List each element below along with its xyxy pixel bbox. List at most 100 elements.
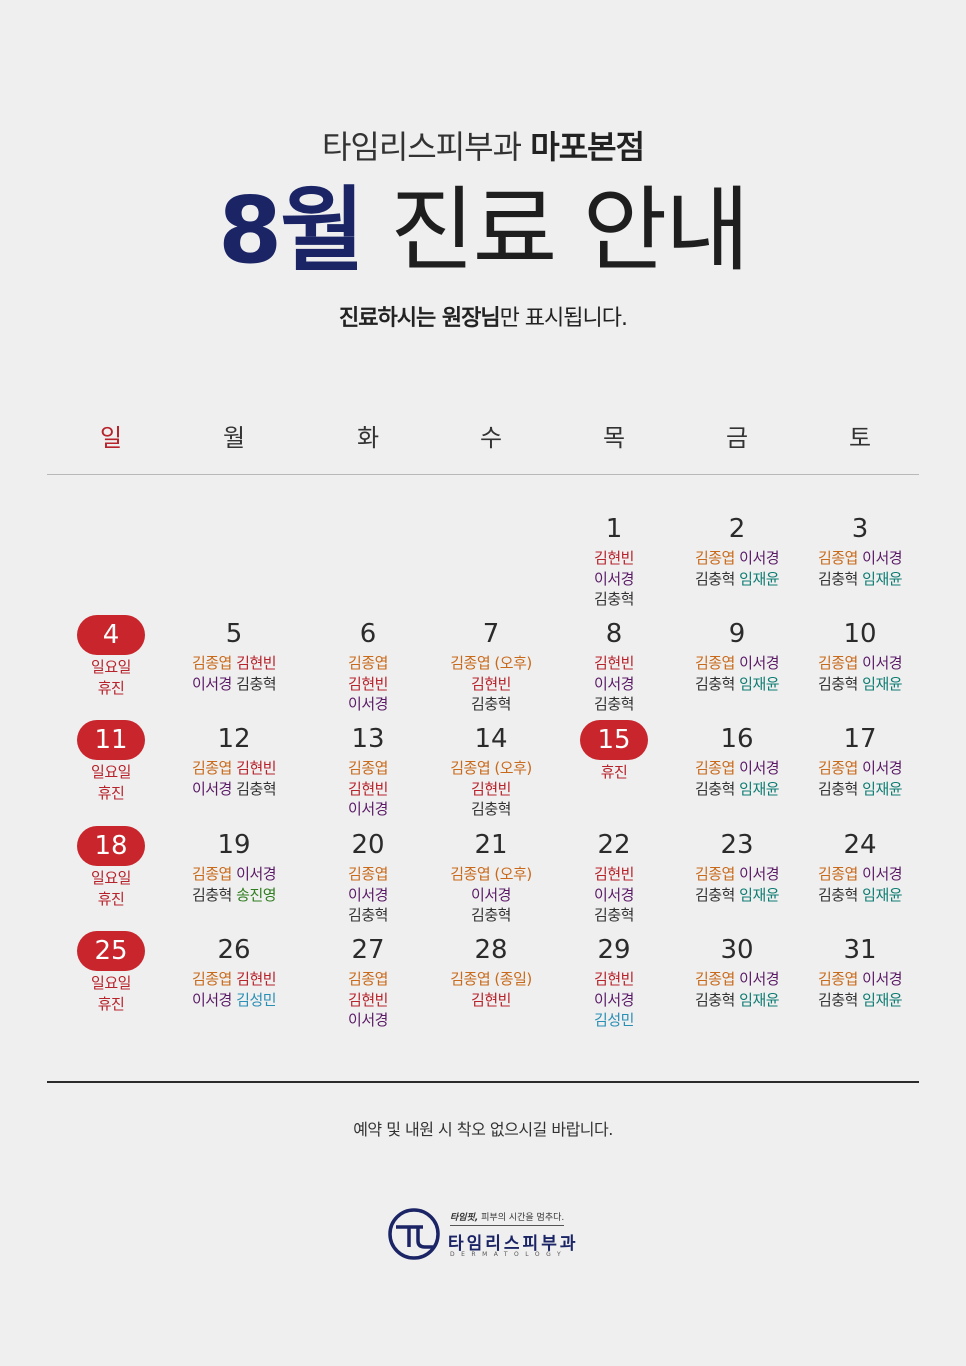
schedule-line: 김현빈 <box>552 548 676 569</box>
schedule-line: 김종엽 이서경 <box>675 969 799 990</box>
schedule-line: 휴진 <box>49 783 173 804</box>
schedule-line: 이서경 <box>552 990 676 1011</box>
day-number: 8 <box>605 619 623 649</box>
schedule-line: 김종엽 (오후) <box>429 653 553 674</box>
notice-rest: 만 표시됩니다. <box>499 306 628 331</box>
schedule-line: 김현빈 <box>306 779 430 800</box>
day-cell-27: 27 김종엽 김현빈 이서경 <box>306 937 430 1031</box>
doctor-name: 김충혁 <box>236 779 277 798</box>
doctor-name: 이서경 <box>739 654 780 672</box>
schedule-line: 김종엽 (종일) <box>429 969 553 990</box>
footer-note: 예약 및 내원 시 착오 없으시길 바랍니다. <box>353 1120 613 1139</box>
schedule-line: 김충혁 임재윤 <box>798 674 922 695</box>
doctor-name: 이서경 <box>594 885 634 904</box>
schedule-line: 김현빈 <box>552 864 676 885</box>
schedule-line: 김충혁 <box>429 694 553 715</box>
doctor-name: 이서경 <box>862 549 903 567</box>
holiday-date-badge: 11 <box>77 720 145 760</box>
doctor-name: 김충혁 <box>191 885 232 904</box>
doctor-name: 김종엽 <box>694 865 735 883</box>
doctor-name: 김종엽 <box>191 865 232 883</box>
schedule-line: 김종엽 이서경 <box>798 864 922 885</box>
doctor-name: 김충혁 <box>348 906 388 924</box>
day-cell-8: 8 김현빈 이서경 김충혁 <box>552 621 676 715</box>
day-cell-3: 3 김종엽 이서경 김충혁 임재윤 <box>798 516 922 589</box>
schedule-line: 김종엽 (오후) <box>429 758 553 779</box>
doctor-name: 김충혁 <box>471 800 511 818</box>
day-number: 28 <box>474 935 508 965</box>
clinic-logo-icon <box>388 1208 440 1260</box>
day-number: 23 <box>720 830 754 860</box>
doctor-name: 이서경 <box>348 1011 388 1029</box>
schedule-line: 이서경 김충혁 <box>172 674 296 695</box>
day-cell-13: 13 김종엽 김현빈 이서경 <box>306 726 430 820</box>
doctor-name: 김충혁 <box>817 569 858 588</box>
schedule-line: 김종엽 이서경 <box>798 653 922 674</box>
schedule-line: 김종엽 <box>306 653 430 674</box>
schedule-line: 김종엽 <box>306 969 430 990</box>
day-number: 30 <box>720 935 754 965</box>
doctor-name: 김현빈 <box>471 990 511 1009</box>
day-number: 5 <box>225 619 243 649</box>
schedule-line: 김충혁 임재윤 <box>675 885 799 906</box>
day-number: 22 <box>597 830 631 860</box>
schedule-line: 김현빈 <box>429 779 553 800</box>
holiday-date-badge: 25 <box>77 931 145 971</box>
day-number: 7 <box>482 619 500 649</box>
doctor-name: 이서경 <box>191 990 232 1009</box>
holiday-date-badge: 15 <box>580 720 648 760</box>
schedule-line: 김종엽 이서경 <box>675 548 799 569</box>
schedule-line: 이서경 <box>306 1010 430 1031</box>
doctor-name: 김충혁 <box>694 885 735 904</box>
schedule-line: 김충혁 임재윤 <box>798 569 922 590</box>
doctor-name: 김종엽 <box>694 759 735 777</box>
day-cell-25: 25 일요일 휴진 <box>49 931 173 1014</box>
schedule-line: 김충혁 임재윤 <box>675 779 799 800</box>
day-cell-4: 4 일요일 휴진 <box>49 615 173 698</box>
page-title: 8월 진료 안내 <box>0 176 966 286</box>
doctor-name: 김충혁 <box>817 674 858 693</box>
day-cell-31: 31 김종엽 이서경 김충혁 임재윤 <box>798 937 922 1010</box>
doctor-name: 김현빈 <box>594 549 634 567</box>
closed-label: 휴진 <box>97 994 125 1013</box>
doctor-name: 이서경 <box>594 569 634 588</box>
day-cell-15: 15 휴진 <box>552 720 676 783</box>
doctor-name: 이서경 <box>739 549 780 567</box>
doctor-name: 김현빈 <box>348 779 388 798</box>
schedule-line: 김종엽 이서경 <box>798 969 922 990</box>
schedule-line: 김현빈 <box>306 990 430 1011</box>
schedule-line: 김충혁 <box>306 905 430 926</box>
day-number: 9 <box>728 619 746 649</box>
schedule-line: 김현빈 <box>552 653 676 674</box>
day-cell-16: 16 김종엽 이서경 김충혁 임재윤 <box>675 726 799 799</box>
footer-divider <box>47 1081 919 1083</box>
day-cell-28: 28 김종엽 (종일) 김현빈 <box>429 937 553 1010</box>
doctor-name: 김종엽 (오후) <box>450 654 532 672</box>
schedule-line: 김종엽 이서경 <box>675 864 799 885</box>
doctor-name: 임재윤 <box>862 990 903 1009</box>
doctor-name: 김충혁 <box>471 906 511 924</box>
weekday-4: 목 <box>602 424 626 452</box>
schedule-line: 김충혁 <box>429 799 553 820</box>
logo-subtitle: DERMATOLOGY <box>450 1251 568 1258</box>
doctor-name: 김종엽 <box>191 654 232 672</box>
schedule-line: 김종엽 <box>306 758 430 779</box>
doctor-name: 이서경 <box>191 779 232 798</box>
weekday-5: 금 <box>725 424 749 452</box>
doctor-name: 김종엽 (오후) <box>450 865 532 883</box>
schedule-line: 김현빈 <box>429 990 553 1011</box>
doctor-name: 김종엽 <box>817 654 858 672</box>
doctor-name: 김충혁 <box>694 779 735 798</box>
holiday-date-badge: 18 <box>77 826 145 866</box>
doctor-name: 임재윤 <box>739 779 780 798</box>
doctor-name: 김현빈 <box>594 970 634 988</box>
doctor-name: 김현빈 <box>348 674 388 693</box>
clinic-subtitle: 타임리스피부과 마포본점 <box>0 122 966 168</box>
schedule-line: 휴진 <box>49 889 173 910</box>
day-number: 27 <box>351 935 385 965</box>
schedule-line: 이서경 <box>306 799 430 820</box>
doctor-name: 김종엽 (오후) <box>450 759 532 777</box>
schedule-line: 일요일 <box>49 973 173 994</box>
schedule-line: 김충혁 임재윤 <box>798 779 922 800</box>
day-cell-23: 23 김종엽 이서경 김충혁 임재윤 <box>675 832 799 905</box>
